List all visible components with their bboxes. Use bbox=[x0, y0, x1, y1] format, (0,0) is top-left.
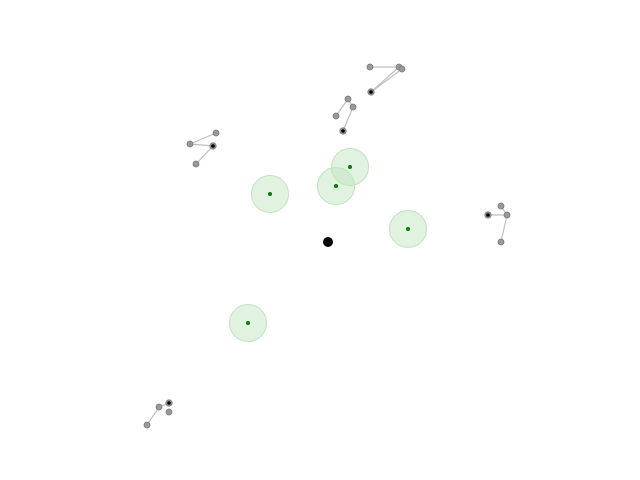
enemy-link bbox=[342, 106, 354, 132]
enemy-link bbox=[189, 132, 217, 145]
enemy-node bbox=[398, 65, 406, 73]
enemy-node bbox=[503, 211, 511, 219]
target-zone-center-dot bbox=[246, 321, 250, 325]
enemy-head-node bbox=[369, 90, 373, 94]
target-zone-center-dot bbox=[348, 165, 352, 169]
enemy-node bbox=[143, 421, 151, 429]
enemy-link bbox=[189, 143, 214, 147]
enemy-node bbox=[366, 63, 374, 71]
enemy-node bbox=[497, 238, 505, 246]
target-zone-center-dot bbox=[334, 184, 338, 188]
enemy-link bbox=[370, 68, 403, 93]
target-zone-center-dot bbox=[268, 192, 272, 196]
enemy-node bbox=[344, 95, 352, 103]
player-dot[interactable] bbox=[323, 237, 333, 247]
enemy-head-node bbox=[211, 144, 215, 148]
enemy-head-node bbox=[486, 213, 490, 217]
enemy-node bbox=[155, 403, 163, 411]
enemy-link bbox=[195, 145, 214, 165]
enemy-head-node bbox=[167, 401, 171, 405]
enemy-link bbox=[500, 214, 508, 243]
enemy-node bbox=[497, 202, 505, 210]
enemy-node bbox=[192, 160, 200, 168]
enemy-node bbox=[165, 408, 173, 416]
enemy-node bbox=[212, 129, 220, 137]
enemy-link bbox=[335, 98, 349, 117]
enemy-node bbox=[332, 112, 340, 120]
target-zone-center-dot bbox=[406, 227, 410, 231]
enemy-link bbox=[146, 406, 160, 426]
enemy-head-node bbox=[341, 129, 345, 133]
enemy-node bbox=[186, 140, 194, 148]
enemy-node bbox=[349, 103, 357, 111]
